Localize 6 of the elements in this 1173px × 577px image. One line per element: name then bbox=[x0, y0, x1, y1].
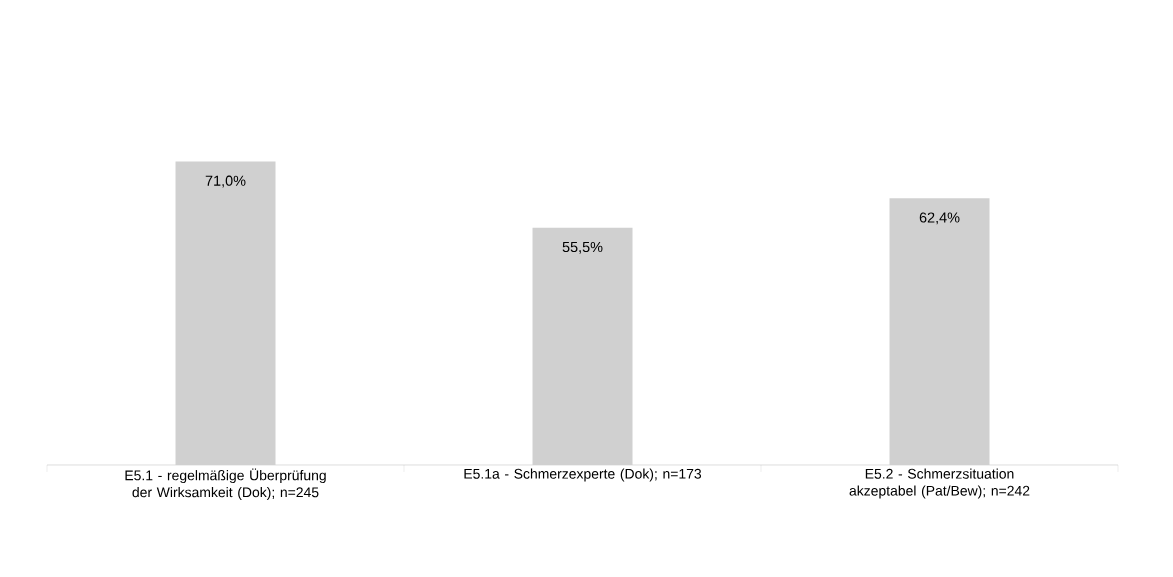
x-tick-label: E5.1a - Schmerzexperte (Dok); n=173 bbox=[464, 468, 702, 482]
x-tick-label: E5.1 - regelmäßige Überprüfung der Wirksamkeit (Dok); n=245 bbox=[125, 468, 326, 500]
data-label: 71,0% bbox=[205, 175, 246, 188]
data-label: 55,5% bbox=[562, 241, 603, 254]
data-label: 62,4% bbox=[919, 212, 960, 225]
x-tick-label: E5.2 - Schmerzsituation akzeptabel (Pat/Bew); n=242 bbox=[849, 468, 1030, 499]
